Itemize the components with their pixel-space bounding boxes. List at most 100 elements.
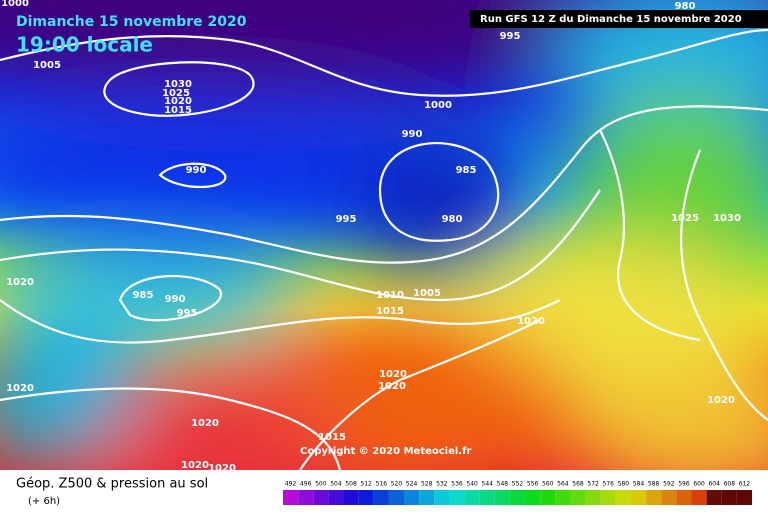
isobar-label: 985 [133,290,154,301]
scale-label: 584 [633,481,645,488]
scale-label: 588 [648,481,660,488]
isobar-label: 1020 [164,96,192,107]
isobar-label: 990 [402,129,423,140]
isobar-label: 1020 [6,277,34,288]
scale-label: 528 [421,481,433,488]
scale-cell [358,490,374,505]
scale-label: 568 [572,481,584,488]
isobar-label: 1020 [6,383,34,394]
scale-label: 536 [451,481,463,488]
scale-cell [736,490,752,505]
scale-label: 516 [376,481,388,488]
scale-label: 496 [300,481,312,488]
scale-label: 544 [482,481,494,488]
isobar-label: 1020 [378,381,406,392]
legend-title: Géop. Z500 & pression au sol [16,477,208,492]
scale-label: 580 [618,481,630,488]
isobar-label: 1030 [713,213,741,224]
isobar-label: 1015 [318,432,346,443]
isobar-label: 980 [442,214,463,225]
time-label: 19:00 locale [16,33,153,57]
scale-label: 492 [285,481,297,488]
scale-label: 612 [739,481,751,488]
isobar-label: 1000 [424,100,452,111]
scale-cell [706,490,722,505]
scale-cell [388,490,405,505]
scale-cell [525,490,541,505]
isobar-label: 1020 [379,369,407,380]
isobar-label: 1020 [191,418,219,429]
scale-label: 520 [391,481,403,488]
isobar-label: 990 [165,294,186,305]
date-label: Dimanche 15 novembre 2020 [16,14,247,30]
scale-cell [313,490,329,505]
run-label: Run GFS 12 Z du Dimanche 15 novembre 202… [480,14,742,25]
isobar-label: 1015 [164,105,192,116]
scale-cell [343,490,359,505]
isobar-label: 1025 [671,213,699,224]
scale-cell [600,490,616,505]
scale-cell [449,490,465,505]
isobar-label: 1020 [517,316,545,327]
scale-cell [555,490,571,505]
run-banner [470,10,768,28]
scale-cell [570,490,586,505]
map-field [0,0,768,470]
scale-label: 592 [663,481,675,488]
scale-label: 600 [693,481,705,488]
scale-cell [479,490,495,505]
scale-label: 560 [542,481,554,488]
scale-cell [464,490,480,505]
isobar-label: 1020 [707,395,735,406]
scale-cell [585,490,601,505]
scale-cell [434,490,450,505]
scale-cell [404,490,420,505]
isobar-label: 995 [177,308,198,319]
scale-label: 552 [512,481,524,488]
scale-label: 500 [315,481,327,488]
scale-cell [661,490,677,505]
scale-cell [328,490,344,505]
isobar-label: 1010 [376,290,404,301]
scale-cell [676,490,692,505]
isobar-label: 1015 [376,306,404,317]
legend-subtitle: (+ 6h) [28,496,60,507]
isobar-label: 980 [675,1,696,12]
scale-label: 512 [360,481,372,488]
isobar-label: 985 [456,165,477,176]
scale-cell [419,490,435,505]
isobar-label: 1025 [162,88,190,99]
isobar-label: 1005 [33,60,61,71]
isobar-label: 1005 [413,288,441,299]
scale-label: 540 [466,481,478,488]
isobar-label: 1020 [181,460,209,471]
scale-cell [298,490,314,505]
scale-cell [630,490,647,505]
scale-cell [540,490,556,505]
scale-label: 504 [330,481,342,488]
isobar-label: 1030 [164,79,192,90]
scale-label: 508 [345,481,357,488]
isobar-label: 995 [336,214,357,225]
scale-cell [283,490,299,505]
scale-label: 532 [436,481,448,488]
scale-label: 596 [678,481,690,488]
isobars [0,28,768,470]
scale-label: 608 [724,481,736,488]
isobar-label: 1000 [1,0,29,9]
copyright: Copyright © 2020 Meteociel.fr [300,446,471,457]
scale-label: 556 [527,481,539,488]
scale-cell [615,490,631,505]
scale-cell [721,490,737,505]
scale-label: 576 [603,481,615,488]
scale-label: 572 [587,481,599,488]
color-scale: 492 496 500 504 508 512 516 520 524 528 532 536 540 5… [283,481,752,505]
scale-label: 548 [497,481,509,488]
isobar-label: 990 [186,165,207,176]
scale-label: 564 [557,481,569,488]
scale-cell [691,490,707,505]
scale-cell [646,490,662,505]
scale-cell [509,490,526,505]
